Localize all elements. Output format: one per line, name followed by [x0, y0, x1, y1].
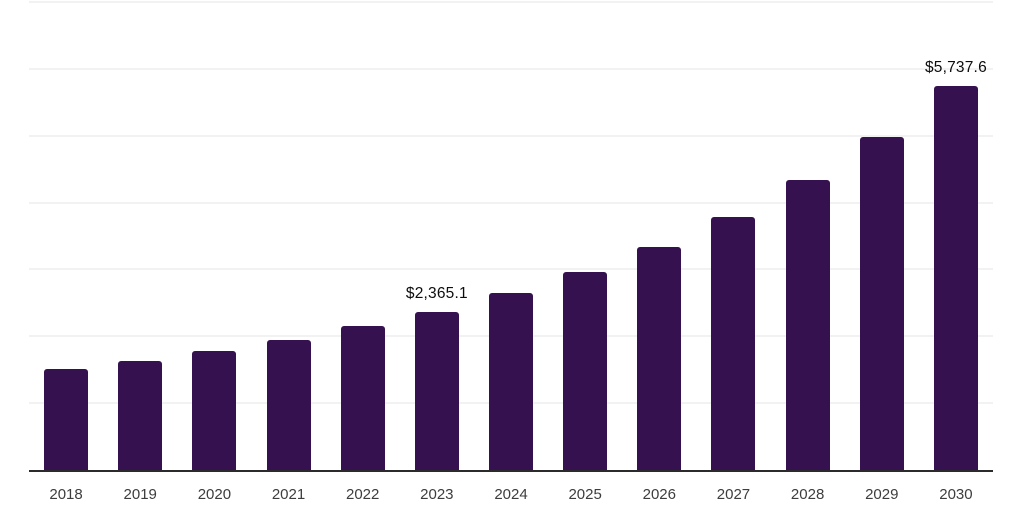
- x-tick-2018: 2018: [49, 486, 83, 503]
- x-tick-2026: 2026: [642, 486, 676, 503]
- x-tick-2022: 2022: [346, 486, 380, 503]
- x-axis-line: [29, 470, 993, 472]
- bar-2029[interactable]: [859, 137, 904, 470]
- bar-2023[interactable]: [414, 311, 459, 470]
- x-tick-2020: 2020: [197, 486, 232, 503]
- bar-2019[interactable]: [118, 361, 163, 470]
- gridline-5000: [29, 134, 993, 137]
- x-tick-2024: 2024: [494, 486, 528, 503]
- bar-2030[interactable]: [933, 86, 978, 470]
- gridline-7000: [29, 1, 993, 3]
- bar-value-label-2030: $5,737.6: [924, 59, 987, 77]
- bar-value-label-2023: $2,365.1: [405, 284, 468, 302]
- bar-2028[interactable]: [785, 179, 830, 470]
- bar-2020[interactable]: [192, 350, 237, 470]
- bar-2021[interactable]: [266, 340, 311, 470]
- x-tick-2021: 2021: [271, 486, 306, 503]
- gridline-3000: [29, 268, 993, 271]
- bar-2026[interactable]: [637, 246, 682, 470]
- x-tick-2028: 2028: [790, 486, 825, 503]
- gridline-4000: [29, 201, 993, 204]
- x-tick-2023: 2023: [420, 486, 454, 503]
- x-tick-2030: 2030: [939, 486, 973, 503]
- gridline-6000: [29, 67, 993, 70]
- bar-2027[interactable]: [711, 217, 756, 470]
- x-tick-2027: 2027: [716, 486, 751, 503]
- bar-2024[interactable]: [489, 292, 533, 470]
- bar-2025[interactable]: [563, 272, 608, 470]
- x-tick-2019: 2019: [123, 486, 157, 503]
- bar-2022[interactable]: [340, 326, 385, 470]
- x-tick-2029: 2029: [865, 486, 899, 503]
- x-tick-2025: 2025: [568, 486, 602, 503]
- bar-2018[interactable]: [44, 369, 89, 470]
